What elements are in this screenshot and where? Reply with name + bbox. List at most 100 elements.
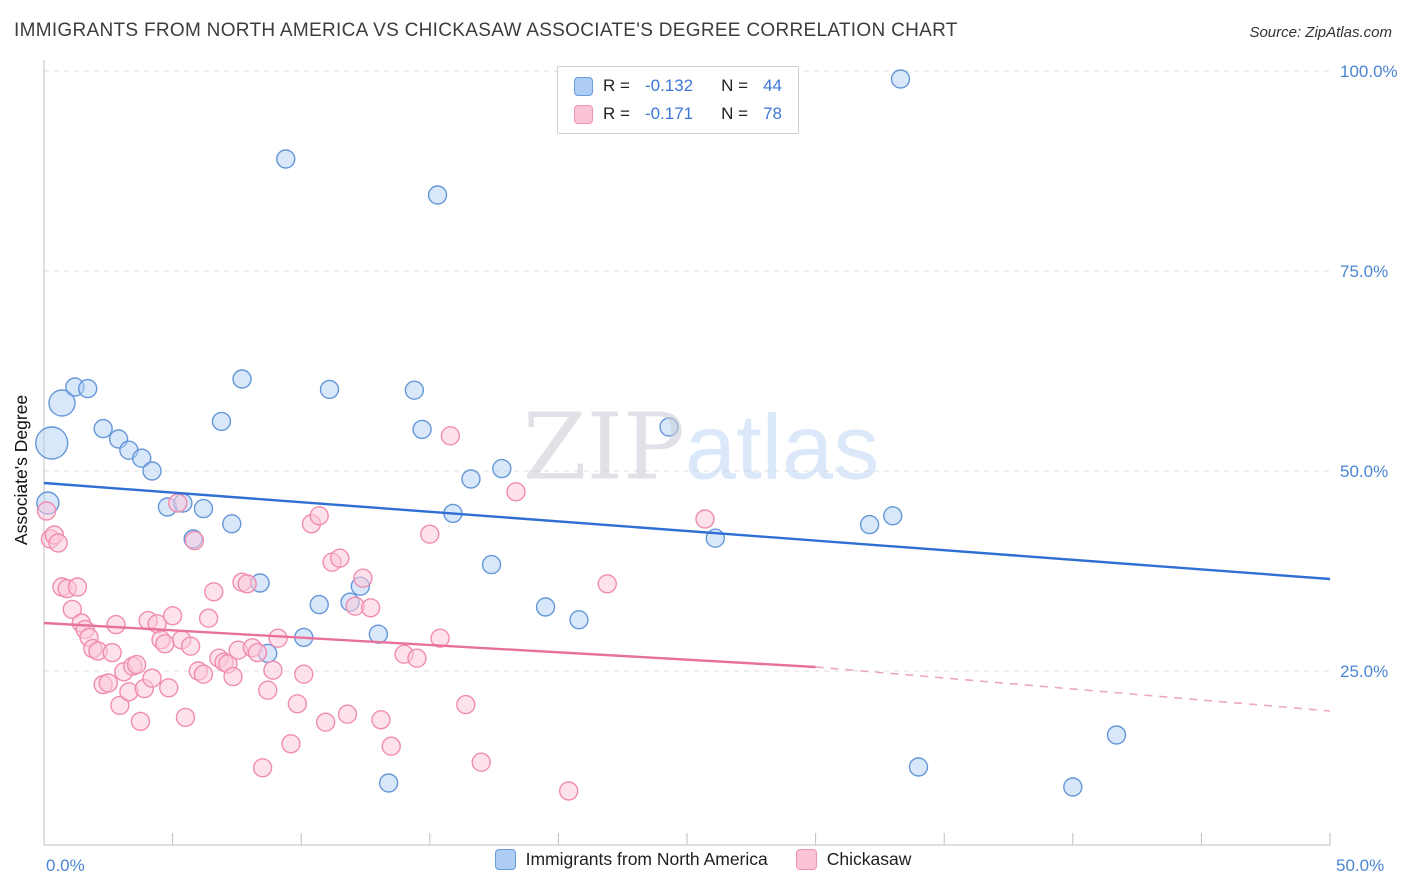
chickasaw-point <box>337 704 358 724</box>
chickasaw-point <box>440 426 461 446</box>
chickasaw-point <box>198 608 219 628</box>
y-tick-label: 75.0% <box>1340 262 1388 281</box>
chickasaw-point <box>62 599 82 620</box>
chickasaw-point <box>237 574 257 594</box>
n-value: 78 <box>763 104 782 123</box>
chickasaw-point <box>126 654 147 675</box>
chickasaw-point <box>36 501 57 521</box>
legend-label-immigrants: Immigrants from North America <box>525 849 768 869</box>
chickasaw-point <box>204 582 224 602</box>
chickasaw-point <box>252 758 273 778</box>
r-value: -0.132 <box>644 76 694 95</box>
immigrants-point <box>1106 725 1127 745</box>
chickasaw-point <box>294 664 314 684</box>
chickasaw-point <box>193 664 214 684</box>
chickasaw-point <box>456 694 476 715</box>
stats-row-immigrants: R = -0.132 N = 44 <box>574 76 782 96</box>
chickasaw-point <box>106 614 126 635</box>
immigrants-point <box>412 419 432 440</box>
immigrants-point <box>368 624 389 644</box>
immigrants-point <box>1063 777 1083 797</box>
chickasaw-point <box>430 628 450 648</box>
chickasaw-point <box>309 506 329 526</box>
legend-item-chickasaw: Chickasaw <box>795 849 912 870</box>
chickasaw-point <box>360 598 381 618</box>
chickasaw-point <box>381 736 401 756</box>
chickasaw-point <box>597 574 617 594</box>
r-label: R = <box>603 104 630 123</box>
immigrants-point <box>461 469 481 489</box>
y-tick-label: 25.0% <box>1340 662 1388 681</box>
chickasaw-point <box>247 642 268 663</box>
immigrants-point <box>309 594 329 615</box>
n-value: 44 <box>763 76 782 95</box>
y-tick-label: 50.0% <box>1340 462 1388 481</box>
chickasaw-point <box>420 524 440 544</box>
chickasaw-point <box>175 707 196 728</box>
chickasaw-point <box>159 678 179 698</box>
chickasaw-point <box>142 668 162 688</box>
chickasaw-point <box>287 694 308 714</box>
immigrants-point <box>890 69 911 89</box>
n-label: N = <box>721 104 749 123</box>
chickasaw-point <box>223 666 243 687</box>
immigrants-point <box>492 458 512 479</box>
immigrants-point <box>378 773 399 793</box>
y-axis-title: Associate's Degree <box>11 395 31 545</box>
chickasaw-point <box>471 752 491 772</box>
chickasaw-point <box>184 530 205 551</box>
immigrants-point <box>142 461 162 481</box>
immigrants-point <box>78 378 98 399</box>
n-label: N = <box>721 76 749 95</box>
immigrants-point <box>319 379 340 400</box>
chickasaw-point <box>180 636 201 656</box>
immigrants-point <box>908 757 929 777</box>
series-legend: Immigrants from North America Chickasaw <box>0 849 1406 870</box>
chickasaw-point <box>67 577 88 597</box>
chickasaw-point <box>102 642 122 663</box>
immigrants-point <box>193 498 214 519</box>
pink-series-swatch <box>574 104 593 124</box>
pink-series-swatch <box>795 849 817 870</box>
y-tick-label: 100.0% <box>1340 62 1398 81</box>
legend-label-chickasaw: Chickasaw <box>826 849 912 869</box>
chickasaw-point <box>168 493 188 513</box>
chickasaw-point <box>263 660 283 680</box>
chickasaw-point <box>48 533 68 553</box>
x-axis-label: 50.0% <box>1336 856 1384 875</box>
immigrants-point <box>427 185 448 205</box>
source-attribution: Source: ZipAtlas.com <box>1249 24 1392 41</box>
chickasaw-point <box>162 606 183 626</box>
blue-series-swatch <box>494 849 516 870</box>
immigrants-point <box>211 411 232 432</box>
immigrants-point <box>93 418 113 439</box>
chickasaw-point <box>315 712 336 732</box>
chickasaw-point <box>558 781 579 801</box>
chickasaw-point <box>268 628 288 648</box>
chickasaw-point <box>695 509 715 529</box>
chickasaw-point <box>110 695 130 716</box>
immigrants-point <box>481 554 502 575</box>
chickasaw-point <box>407 648 427 668</box>
immigrants-point <box>48 389 76 417</box>
chickasaw-point <box>371 710 391 730</box>
trend-line-chickasaw-dashed <box>815 666 1331 712</box>
stats-row-chickasaw: R = -0.171 N = 78 <box>574 104 782 124</box>
chickasaw-point <box>130 711 151 732</box>
immigrants-point <box>222 514 242 534</box>
page-title: IMMIGRANTS FROM NORTH AMERICA VS CHICKAS… <box>14 20 958 41</box>
blue-series-swatch <box>574 76 593 96</box>
immigrants-point <box>404 380 425 400</box>
chickasaw-point <box>98 673 119 693</box>
immigrants-point <box>569 610 589 630</box>
immigrants-point <box>659 417 679 437</box>
r-value: -0.171 <box>644 104 694 123</box>
chickasaw-point <box>353 568 373 588</box>
chickasaw-point <box>281 734 301 754</box>
immigrants-point <box>276 149 296 169</box>
r-label: R = <box>603 76 630 95</box>
chickasaw-point <box>506 482 526 502</box>
x-axis-label: 0.0% <box>46 856 85 875</box>
immigrants-point <box>859 514 880 535</box>
